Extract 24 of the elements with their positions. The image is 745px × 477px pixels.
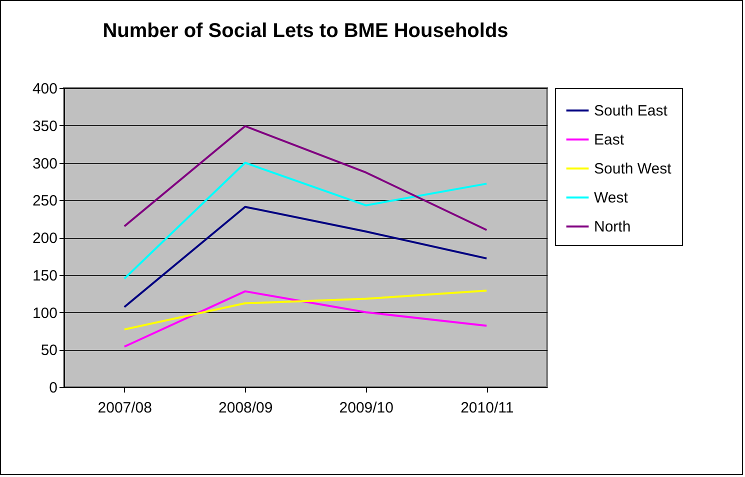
- chart-title: Number of Social Lets to BME Households: [102, 20, 508, 42]
- line-series: [123, 206, 488, 308]
- y-tick-label: 250: [32, 192, 58, 210]
- y-tick-label: 100: [32, 304, 58, 322]
- x-tick-label: 2009/10: [339, 400, 394, 416]
- y-tick-label: 150: [32, 267, 58, 284]
- y-tick-label: 50: [40, 342, 58, 360]
- line-series: [123, 125, 488, 232]
- y-tick-label: 300: [32, 155, 58, 172]
- x-tick-label: 2007/08: [98, 400, 152, 416]
- legend-label: West: [594, 190, 629, 206]
- y-tick-label: 350: [32, 118, 58, 135]
- line-series: [123, 290, 488, 348]
- line-series: [123, 162, 488, 280]
- y-tick-label: 200: [32, 230, 58, 247]
- legend-label: South East: [594, 102, 668, 120]
- line-series: [123, 290, 488, 330]
- legend-label: North: [594, 218, 631, 236]
- x-tick-label: 2010/11: [460, 400, 514, 416]
- legend-label: South West: [594, 160, 672, 178]
- legend-label: East: [594, 132, 625, 148]
- y-tick-label: 400: [32, 80, 58, 98]
- x-tick-label: 2008/09: [218, 400, 273, 416]
- y-tick-label: 0: [49, 380, 58, 396]
